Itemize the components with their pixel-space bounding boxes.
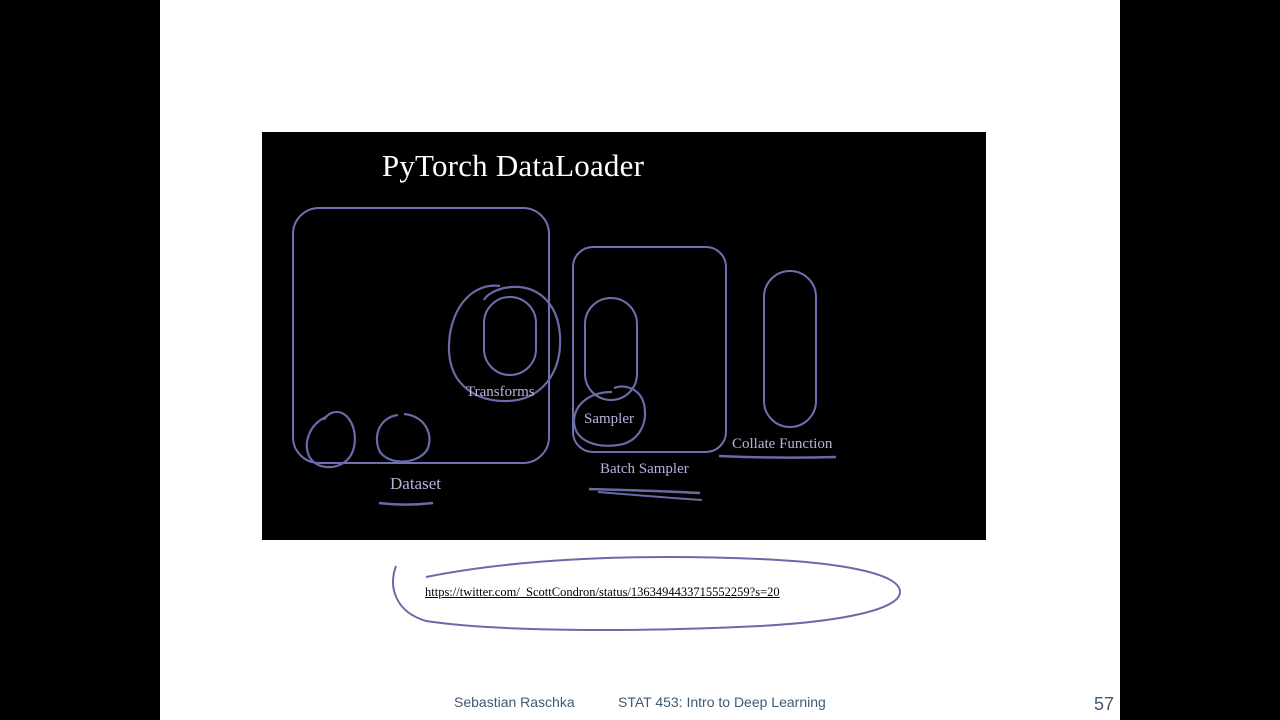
footer-author: Sebastian Raschka [454, 694, 575, 710]
batch-sampler-underline-2 [597, 491, 703, 501]
slide [160, 0, 1120, 720]
collate-underline [718, 454, 837, 459]
dataset-item-circle-1 [305, 410, 356, 469]
transforms-label: Transforms [466, 384, 535, 400]
url-oval-annotation [392, 556, 902, 632]
page-number: 57 [1094, 694, 1115, 714]
batch-sampler-underline-1 [588, 487, 701, 495]
footer-course: STAT 453: Intro to Deep Learning [618, 694, 826, 710]
dataset-label: Dataset [390, 474, 441, 493]
dataloader-diagram [262, 132, 986, 540]
dataset-box [292, 207, 550, 464]
sampler-pill [584, 297, 638, 401]
transforms-pill [483, 296, 537, 376]
diagram-title: PyTorch DataLoader [381, 148, 645, 183]
source-link[interactable]: https://twitter.com/_ScottCondron/status… [425, 585, 780, 599]
batch-sampler-label: Batch Sampler [600, 461, 689, 477]
transforms-circle-annotation [447, 284, 562, 403]
collate-function-label: Collate Function [732, 436, 833, 452]
dataset-underline [378, 501, 434, 506]
collate-pill [763, 270, 817, 428]
batch-sampler-box [572, 246, 727, 453]
dataset-item-circle-2 [375, 412, 431, 463]
sampler-label: Sampler [584, 411, 634, 427]
sampler-circle-annotation [572, 385, 647, 447]
